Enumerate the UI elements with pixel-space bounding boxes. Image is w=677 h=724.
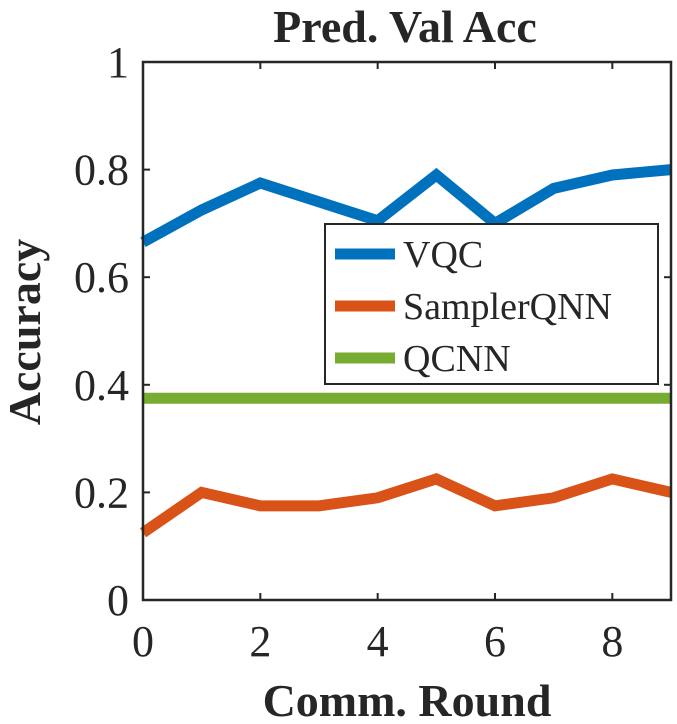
x-tick-label: 8 [601, 617, 623, 666]
y-tick-label: 1 [107, 38, 129, 87]
x-tick-label: 0 [132, 617, 154, 666]
y-axis-label: Accuracy [0, 239, 50, 425]
series-line-vqc [140, 164, 672, 248]
plot-frame [141, 60, 673, 602]
x-axis-label: Comm. Round [263, 675, 552, 724]
chart-title: Pred. Val Acc [273, 1, 537, 52]
x-tick-label: 6 [484, 617, 506, 666]
y-tick-label: 0 [107, 576, 129, 625]
legend-label: VQC [403, 234, 483, 276]
series-line-samplerqnn [139, 473, 673, 538]
y-tick-label: 0.4 [74, 361, 129, 410]
y-tick-label: 0.2 [74, 468, 129, 517]
legend: VQC SamplerQNN QCNN [324, 223, 659, 385]
legend-label: QCNN [403, 338, 511, 380]
y-tick-label: 0.8 [74, 146, 129, 195]
x-tick-label: 2 [249, 617, 271, 666]
legend-label: SamplerQNN [403, 286, 612, 328]
y-tick-label: 0.6 [74, 253, 129, 302]
x-tick-label: 4 [367, 617, 389, 666]
